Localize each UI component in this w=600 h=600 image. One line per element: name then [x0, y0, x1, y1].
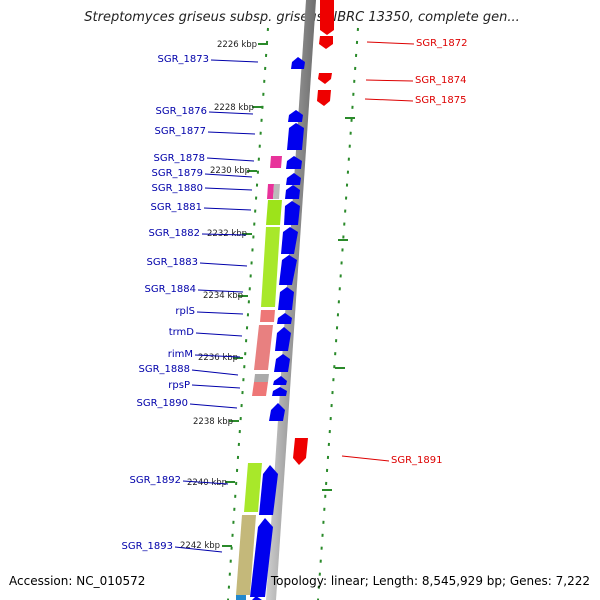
gene-label-sgr-1880: SGR_1880 — [152, 183, 204, 194]
gene-label-sgr-1877: SGR_1877 — [155, 126, 207, 137]
category-bar-green — [266, 200, 282, 225]
genome-title: Streptomyces griseus subsp. griseus NBRC… — [84, 10, 520, 25]
right-label-leaders — [341, 41, 415, 462]
gene-label-sgr-1891: SGR_1891 — [391, 455, 443, 466]
forward-gene-arrow — [252, 596, 262, 600]
category-bar-green — [261, 227, 280, 307]
gene-label-sgr-1884: SGR_1884 — [145, 284, 197, 295]
gene-label-sgr-1881: SGR_1881 — [151, 202, 203, 213]
gene-label-sgr-1888: SGR_1888 — [139, 364, 191, 375]
reverse-gene-arrow — [317, 90, 331, 106]
forward-gene-arrow — [250, 518, 273, 597]
gene-label-rpsp: rpsP — [168, 380, 190, 391]
gene-label-sgr-1883: SGR_1883 — [147, 257, 199, 268]
category-track — [236, 156, 282, 600]
ruler-label: 2238 kbp — [193, 417, 233, 427]
gene-label-sgr-1873: SGR_1873 — [158, 54, 210, 65]
gene-label-sgr-1875: SGR_1875 — [415, 95, 467, 106]
forward-gene-arrow — [277, 313, 292, 324]
ruler-label: 2242 kbp — [180, 541, 220, 551]
gene-label-sgr-1892: SGR_1892 — [130, 475, 182, 486]
forward-gene-arrow — [286, 156, 302, 169]
ruler-major-ticks — [222, 43, 355, 547]
gene-label-sgr-1882: SGR_1882 — [149, 228, 201, 239]
right-gene-labels: SGR_1872 SGR_1874 SGR_1875 SGR_1891 — [391, 38, 468, 466]
forward-genes — [250, 57, 305, 600]
gene-label-sgr-1879: SGR_1879 — [152, 168, 204, 179]
ruler-label: 2236 kbp — [198, 353, 238, 363]
category-bar-gray — [273, 184, 280, 199]
forward-gene-arrow — [285, 185, 300, 199]
category-bar-salmon — [252, 382, 268, 396]
left-label-leaders — [174, 59, 259, 553]
reverse-gene-arrow — [320, 0, 334, 35]
gene-label-trmd: trmD — [169, 327, 195, 338]
forward-gene-arrow — [288, 110, 303, 122]
forward-gene-arrow — [281, 227, 298, 254]
genome-stats-text: Topology: linear; Length: 8,545,929 bp; … — [270, 574, 590, 588]
forward-gene-arrow — [273, 376, 287, 385]
forward-gene-arrow — [259, 465, 278, 515]
forward-gene-arrow — [284, 201, 300, 225]
left-gene-labels: SGR_1873 SGR_1876 SGR_1877 SGR_1878 SGR_… — [122, 54, 210, 552]
category-bar-magenta — [270, 156, 282, 168]
reverse-genes — [293, 0, 334, 465]
forward-gene-arrow — [278, 287, 294, 310]
category-bar-green — [244, 463, 262, 512]
forward-gene-arrow — [272, 387, 287, 396]
forward-gene-arrow — [291, 57, 305, 69]
forward-gene-arrow — [275, 327, 291, 351]
forward-gene-arrow — [274, 354, 290, 372]
gene-label-sgr-1872: SGR_1872 — [416, 38, 468, 49]
ruler-label: 2228 kbp — [214, 103, 254, 113]
category-bar-khaki — [236, 515, 256, 595]
forward-gene-arrow — [287, 123, 304, 150]
gene-label-rpls: rplS — [175, 306, 195, 317]
reverse-gene-arrow — [293, 438, 308, 465]
forward-gene-arrow — [279, 255, 297, 285]
gene-label-sgr-1893: SGR_1893 — [122, 541, 174, 552]
gene-label-sgr-1890: SGR_1890 — [137, 398, 189, 409]
ruler-label: 2226 kbp — [217, 40, 257, 50]
ruler-right — [317, 27, 359, 600]
ruler-label: 2234 kbp — [203, 291, 243, 301]
category-bar-magenta — [267, 184, 274, 199]
category-bar-blue — [236, 595, 246, 600]
forward-gene-arrow — [269, 403, 285, 421]
gene-label-sgr-1874: SGR_1874 — [415, 75, 467, 86]
reverse-gene-arrow — [318, 73, 332, 84]
forward-gene-arrow — [286, 173, 301, 185]
gene-label-sgr-1876: SGR_1876 — [156, 106, 208, 117]
category-bar-salmon — [260, 310, 275, 322]
ruler-label: 2230 kbp — [210, 166, 250, 176]
category-bar-salmon — [254, 325, 273, 370]
ruler-label: 2232 kbp — [207, 229, 247, 239]
category-bar-gray — [254, 374, 269, 382]
gene-label-rimm: rimM — [168, 349, 193, 360]
accession-text: Accession: NC_010572 — [9, 574, 146, 588]
reverse-gene-arrow — [319, 36, 333, 49]
gene-label-sgr-1878: SGR_1878 — [154, 153, 206, 164]
ruler-left — [227, 27, 269, 600]
